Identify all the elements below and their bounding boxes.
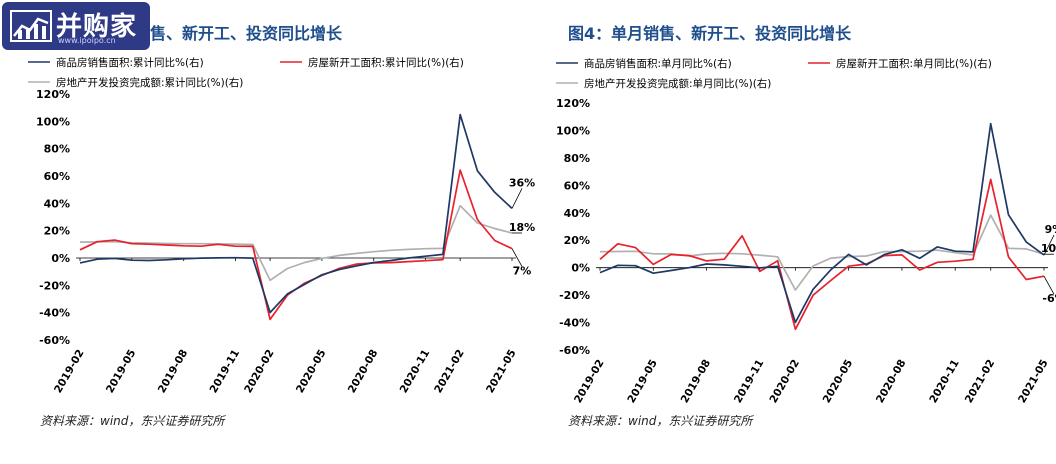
y-tick-label: -60% bbox=[39, 334, 70, 347]
y-tick-label: 40% bbox=[44, 197, 70, 210]
x-tick-label: 2020-05 bbox=[821, 358, 855, 406]
x-axis: 2019-02 2019-05 2019-08 2019-11 2020-02 2020-… bbox=[572, 267, 1051, 406]
y-tick-label: 40% bbox=[564, 207, 590, 220]
x-tick-label: 2020-02 bbox=[767, 358, 801, 406]
x-tick-label: 2020-11 bbox=[927, 358, 961, 406]
logo-text: 并购家 bbox=[56, 12, 138, 42]
y-tick-label: -40% bbox=[559, 317, 590, 330]
legend-item: 商品房销售面积:单月同比%(右) bbox=[556, 57, 732, 70]
chart-title: 图4：单月销售、新开工、投资同比增长 bbox=[568, 24, 852, 43]
end-value-label: 10% bbox=[1041, 242, 1056, 255]
legend: 商品房销售面积:单月同比%(右) 房屋新开工面积:单月同比(%)(右) 房地产开发投… bbox=[556, 57, 992, 90]
end-value-label: -6% bbox=[1042, 275, 1056, 305]
y-tick-label: 60% bbox=[564, 179, 590, 192]
x-tick-label: 2019-05 bbox=[625, 358, 659, 406]
y-tick-label: 20% bbox=[44, 225, 70, 238]
end-value-label: 36% bbox=[509, 176, 535, 209]
x-tick-label: 2019-08 bbox=[679, 358, 713, 406]
chart-title: 售、新开工、投资同比增长 bbox=[150, 24, 343, 43]
leader-line bbox=[511, 188, 523, 209]
x-tick-label: 2019-11 bbox=[208, 348, 242, 396]
legend: 商品房销售面积:累计同比%(右) 房屋新开工面积:累计同比(%)(右) 房地产开发投… bbox=[28, 56, 464, 89]
y-tick-label: 100% bbox=[556, 124, 590, 137]
legend-label: 房地产开发投资完成额:累计同比(%)(右) bbox=[56, 76, 243, 89]
y-tick-label: 60% bbox=[44, 170, 70, 183]
line-chart-cumulative: 商品房销售面积:累计同比%(右) 房屋新开工面积:累计同比(%)(右) 房地产开发投… bbox=[28, 56, 535, 396]
end-value-text: 36% bbox=[509, 176, 535, 189]
y-tick-label: 120% bbox=[36, 88, 70, 101]
legend-label: 房屋新开工面积:累计同比(%)(右) bbox=[308, 56, 464, 69]
leader-line bbox=[1043, 275, 1055, 295]
logo-url: www.ipoipo.cn bbox=[58, 36, 116, 45]
x-tick-label: 2020-11 bbox=[398, 348, 432, 396]
series-line-0 bbox=[599, 122, 1045, 324]
end-value-label: 18% bbox=[509, 221, 535, 234]
y-tick-label: 20% bbox=[564, 234, 590, 247]
chart-logo-icon bbox=[10, 10, 52, 42]
x-tick-label: 2020-02 bbox=[242, 348, 276, 396]
y-tick-label: -60% bbox=[559, 344, 590, 357]
end-value-text: 10% bbox=[1041, 242, 1056, 255]
legend-item: 房屋新开工面积:单月同比(%)(右) bbox=[808, 57, 992, 70]
legend-label: 商品房销售面积:单月同比%(右) bbox=[584, 57, 732, 70]
leader-line bbox=[511, 248, 523, 267]
legend-item: 房屋新开工面积:累计同比(%)(右) bbox=[280, 56, 464, 69]
x-tick-label: 2021-02 bbox=[963, 357, 997, 405]
x-tick-label: 2021-05 bbox=[484, 348, 518, 396]
x-tick-label: 2019-02 bbox=[572, 358, 606, 406]
end-value-text: 7% bbox=[513, 265, 532, 278]
y-tick-label: -20% bbox=[39, 279, 70, 292]
chart-panel-cumulative: 售、新开工、投资同比增长 商品房销售面积:累计同比%(右) 房屋新开工面积:累计同… bbox=[28, 24, 535, 428]
end-value-text: -6% bbox=[1042, 292, 1056, 305]
chart-source: 资料来源：wind，东兴证券研究所 bbox=[568, 414, 753, 428]
end-value-label: 7% bbox=[511, 248, 532, 278]
x-tick-label: 2020-05 bbox=[294, 348, 328, 396]
series-line-0 bbox=[79, 113, 513, 314]
legend-label: 房屋新开工面积:单月同比(%)(右) bbox=[836, 57, 992, 70]
y-tick-label: 100% bbox=[36, 115, 70, 128]
watermark-logo: 并购家 www.ipoipo.cn bbox=[2, 2, 150, 50]
end-value-text: 18% bbox=[509, 221, 535, 234]
x-tick-label: 2020-08 bbox=[874, 358, 908, 406]
x-axis: 2019-02 2019-05 2019-08 2019-11 2020-02 2020-… bbox=[52, 258, 519, 396]
x-tick-label: 2019-08 bbox=[156, 348, 190, 396]
series-line-1 bbox=[599, 178, 1045, 331]
y-tick-label: -20% bbox=[559, 289, 590, 302]
y-tick-label: 80% bbox=[44, 143, 70, 156]
series-line-1 bbox=[79, 169, 513, 321]
y-tick-label: 0% bbox=[51, 252, 70, 265]
series-line-2 bbox=[79, 204, 513, 282]
y-tick-label: 80% bbox=[564, 152, 590, 165]
legend-item: 房地产开发投资完成额:累计同比(%)(右) bbox=[28, 76, 243, 89]
y-axis: -60% -40% -20% 0% 20% 40% 60% 80% 100% 120% bbox=[556, 97, 590, 357]
y-tick-label: 120% bbox=[556, 97, 590, 110]
chart-panel-monthly: 图4：单月销售、新开工、投资同比增长 商品房销售面积:单月同比%(右) 房屋新开工… bbox=[528, 0, 1056, 464]
x-tick-label: 2021-05 bbox=[1016, 358, 1050, 406]
line-chart-monthly: 商品房销售面积:单月同比%(右) 房屋新开工面积:单月同比(%)(右) 房地产开发投… bbox=[556, 57, 1056, 406]
legend-label: 商品房销售面积:累计同比%(右) bbox=[56, 56, 204, 69]
x-tick-label: 2020-08 bbox=[346, 348, 380, 396]
end-value-label: 9% bbox=[1043, 223, 1056, 256]
y-tick-label: -40% bbox=[39, 307, 70, 320]
legend-item: 商品房销售面积:累计同比%(右) bbox=[28, 56, 204, 69]
x-tick-label: 2019-05 bbox=[104, 348, 138, 396]
y-axis: -60% -40% -20% 0% 20% 40% 60% 80% 100% 120% bbox=[36, 88, 70, 347]
x-tick-label: 2019-11 bbox=[732, 358, 766, 406]
x-tick-label: 2021-02 bbox=[432, 348, 466, 396]
chart-source: 资料来源：wind，东兴证券研究所 bbox=[40, 414, 225, 428]
end-value-text: 9% bbox=[1045, 223, 1056, 236]
leader-line bbox=[1043, 234, 1055, 256]
x-tick-label: 2019-02 bbox=[52, 348, 86, 396]
y-tick-label: 0% bbox=[571, 262, 590, 275]
legend-item: 房地产开发投资完成额:单月同比(%)(右) bbox=[556, 77, 771, 90]
legend-label: 房地产开发投资完成额:单月同比(%)(右) bbox=[584, 77, 771, 90]
